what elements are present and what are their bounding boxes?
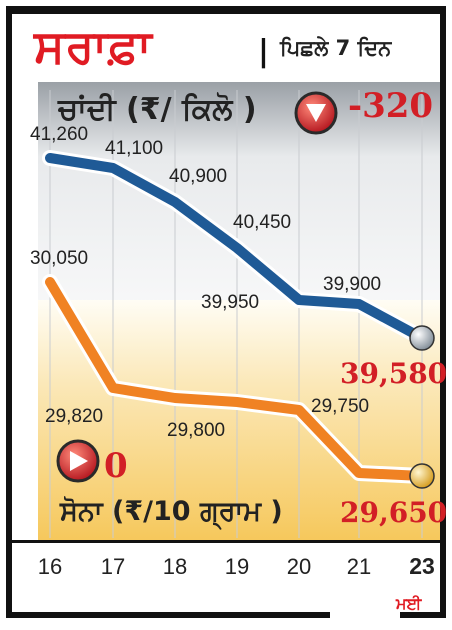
data-label: 39,900: [323, 274, 381, 295]
x-tick-label: 20: [287, 554, 311, 579]
page-subtitle: ਪਿਛਲੇ 7 ਦਿਨ: [280, 36, 392, 60]
frame-border-bottom-right: [400, 612, 446, 618]
x-tick-label: 21: [347, 554, 371, 579]
data-label: 40,450: [233, 212, 291, 233]
right-arrow-icon: [56, 439, 100, 483]
x-tick-label: 19: [225, 554, 249, 579]
silver-end-point: [409, 325, 435, 351]
frame-border-top: [6, 6, 446, 14]
frame-border-bottom: [6, 612, 330, 618]
data-label: 41,100: [105, 138, 163, 159]
x-tick-label: 18: [163, 554, 187, 579]
data-label: 29,750: [311, 396, 369, 417]
x-axis-ticks: 16 17 18 19 20 21 23: [38, 553, 435, 579]
gold-panel-background: [38, 300, 440, 540]
data-label: 29,800: [167, 420, 225, 441]
gold-change-value: 0: [104, 446, 128, 486]
month-label: ਮਈ: [396, 594, 422, 613]
x-tick-label: 23: [409, 553, 435, 579]
series-layer: [42, 150, 435, 489]
silver-series-label: ਚਾਂਦੀ (₹/ ਕਿਲੋ ): [58, 92, 257, 127]
gold-end-value: 29,650: [340, 496, 448, 529]
gold-series-label: ਸੋਨਾ (₹/10 ਗ੍ਰਾਮ ): [60, 496, 283, 527]
gold-end-point: [409, 463, 435, 489]
data-label: 41,260: [30, 124, 88, 145]
silver-series-line: [45, 153, 427, 343]
data-labels: 41,260 41,100 40,900 40,450 39,950 39,900 30,0…: [30, 124, 381, 441]
x-tick-label: 16: [38, 554, 62, 579]
frame-border-right: [440, 6, 446, 618]
data-label: 29,820: [45, 406, 103, 427]
gold-series-line: [45, 277, 427, 481]
silver-end-value: 39,580: [340, 357, 448, 390]
silver-change-value: -320: [348, 86, 434, 126]
down-arrow-icon: [294, 91, 338, 135]
x-axis-line: [12, 540, 440, 543]
data-label: 39,950: [201, 292, 259, 313]
page-title: ਸਰਾਫ਼ਾ: [34, 19, 153, 73]
title-divider: |: [258, 34, 269, 69]
frame-border-left: [6, 6, 12, 618]
x-tick-label: 17: [101, 554, 125, 579]
data-label: 30,050: [30, 248, 88, 269]
data-label: 40,900: [169, 166, 227, 187]
